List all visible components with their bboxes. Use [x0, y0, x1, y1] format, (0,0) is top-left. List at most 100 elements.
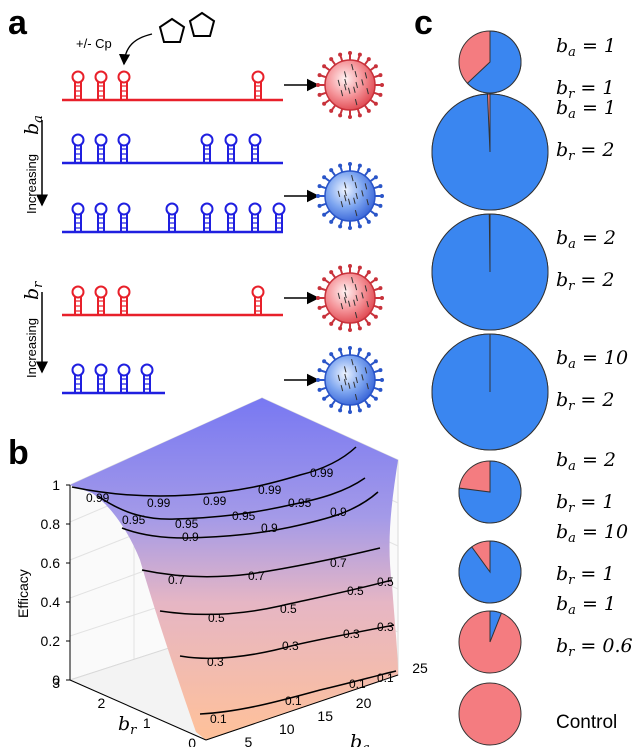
hairpin	[200, 202, 214, 232]
contour-label: 0.5	[208, 611, 225, 625]
contour-label: 0.99	[86, 491, 110, 505]
z-tick-label: 0.4	[41, 594, 61, 610]
contour-label: 0.99	[147, 496, 171, 510]
virion-red	[316, 51, 384, 119]
contour-label: 0.5	[377, 575, 394, 589]
increasing-br-label: Increasing	[24, 318, 39, 378]
increasing-ba-label: Increasing	[24, 154, 39, 214]
hairpin	[94, 285, 108, 315]
contour-label: 0.7	[168, 573, 185, 587]
contour-label: 0.1	[377, 671, 394, 685]
z-tick-label: 1	[52, 477, 60, 493]
z-tick-label: 0.2	[41, 633, 61, 649]
hairpin	[251, 285, 265, 315]
contour-0.7	[141, 547, 381, 578]
cp-label: +/- Cp	[76, 36, 112, 51]
contour-lines	[71, 446, 397, 715]
virion-red	[316, 264, 384, 332]
rna-strands	[62, 70, 286, 395]
pie-chart: Control	[458, 682, 617, 746]
pie-label-ba: ba = 2	[556, 449, 616, 474]
pie-slice-blue	[489, 610, 503, 643]
pie-chart: ba = 1 br = 0.6	[458, 593, 633, 674]
pie-slice-blue	[458, 540, 522, 604]
rna-strand	[62, 363, 165, 395]
pie-label-br: br = 2	[556, 139, 614, 164]
x-axis-label: ba	[350, 731, 370, 747]
contour-0.99	[71, 446, 357, 497]
x-axis	[205, 674, 399, 741]
hairpin	[224, 133, 238, 163]
contour-label: 0.95	[232, 509, 256, 523]
contour-label: 0.3	[207, 655, 224, 669]
hairpin	[248, 133, 262, 163]
pentagon-icon	[188, 11, 216, 37]
hairpin	[140, 363, 154, 393]
virion-blue	[316, 346, 384, 414]
hairpin	[117, 202, 131, 232]
pie-slice-blue	[466, 30, 522, 94]
panel-c: ba = 1br = 1ba = 1br = 2ba = 2br = 2ba =…	[431, 30, 633, 746]
hairpin	[71, 363, 85, 393]
hairpin	[117, 70, 131, 100]
x-tick-label: 20	[356, 695, 372, 711]
pie-label-br: br = 2	[556, 269, 614, 294]
hairpin	[272, 202, 286, 232]
hairpin	[71, 285, 85, 315]
z-axis-label: Efficacy	[15, 569, 31, 618]
x-tick-label: 5	[245, 734, 253, 747]
hairpin	[94, 70, 108, 100]
efficacy-surface	[70, 398, 398, 740]
pie-label-br: br = 1	[556, 77, 614, 102]
contour-label: 0.7	[248, 569, 265, 583]
pie-label-br: br = 0.6	[556, 635, 633, 660]
increasing-br-symbol: br	[21, 281, 46, 300]
contour-label: 0.9	[261, 521, 278, 535]
axis-ticks: 00.20.40.60.8105101520250123	[41, 477, 428, 747]
contour-label: 0.95	[175, 517, 199, 531]
contour-label: 0.1	[210, 712, 227, 726]
pie-chart: ba = 2 br = 1	[458, 449, 616, 524]
hairpin	[71, 133, 85, 163]
hairpin	[165, 202, 179, 232]
pie-chart: ba = 1 br = 1	[458, 30, 616, 102]
pie-label-ba: ba = 10	[556, 347, 628, 372]
hairpin	[94, 202, 108, 232]
z-tick-label: 0.8	[41, 516, 61, 532]
rna-strand	[62, 202, 286, 234]
pie-label-ba: ba = 1	[556, 35, 616, 60]
hairpin	[71, 70, 85, 100]
z-tick-label: 0	[52, 672, 60, 688]
virions	[316, 51, 384, 414]
pie-label-br: br = 1	[556, 491, 614, 516]
contour-0.5	[159, 579, 393, 616]
y-tick-label: 2	[98, 695, 106, 711]
contour-label: 0.99	[310, 466, 334, 480]
panel-label-c: c	[414, 4, 433, 42]
pentagon-icon	[158, 17, 186, 43]
y-tick-label: 0	[188, 735, 196, 747]
z-tick-label: 0.6	[41, 555, 61, 571]
contour-label: 0.7	[330, 556, 347, 570]
pie-slice-red	[458, 682, 522, 746]
contour-label: 0.99	[203, 494, 227, 508]
x-tick-label: 25	[412, 660, 428, 676]
hairpin	[251, 70, 265, 100]
y-axis	[69, 679, 207, 741]
hairpin	[224, 202, 238, 232]
rna-strand	[62, 133, 283, 165]
pie-label-ba: ba = 1	[556, 593, 616, 618]
contour-label: 0.9	[182, 530, 199, 544]
contour-0.9	[121, 491, 379, 539]
contour-label: 0.3	[377, 620, 394, 634]
pie-label-control: Control	[556, 712, 617, 733]
contour-label: 0.95	[288, 496, 312, 510]
pie-label-br: br = 1	[556, 563, 614, 588]
contour-0.1	[199, 670, 397, 715]
contour-0.3	[179, 624, 395, 660]
pie-chart: ba = 2 br = 2	[431, 213, 616, 331]
pie-label-ba: ba = 2	[556, 227, 616, 252]
contour-label: 0.5	[280, 602, 297, 616]
pie-label-ba: ba = 1	[556, 97, 616, 122]
contour-0.95	[97, 477, 366, 520]
